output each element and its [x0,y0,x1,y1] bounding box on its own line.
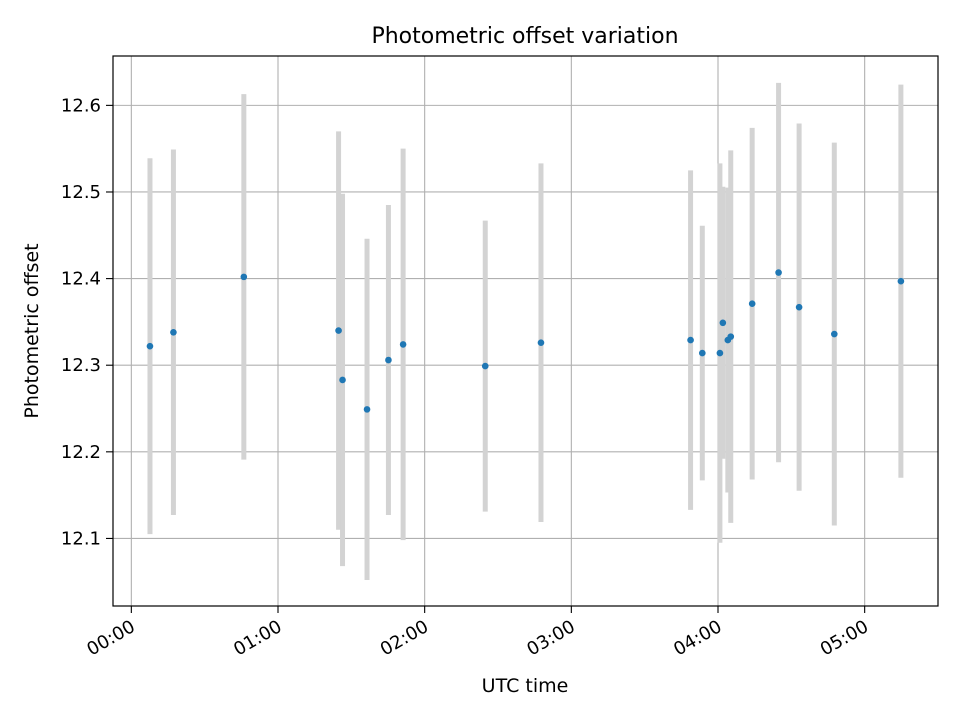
x-axis-label: UTC time [482,675,569,697]
data-point [537,339,545,346]
y-tick-label: 12.1 [61,528,101,549]
data-point [170,328,177,336]
data-point [240,273,248,281]
plot-area [112,55,939,607]
data-point [727,333,735,340]
data-point [687,336,694,344]
data-points [146,269,905,413]
y-tick-label: 12.3 [61,355,101,376]
y-tick-label: 12.6 [61,95,101,116]
data-point [719,319,727,327]
data-point [339,376,346,384]
y-axis-label: Photometric offset [21,243,43,418]
data-point [831,330,838,338]
plot-frame [112,55,939,607]
chart-title: Photometric offset variation [371,24,678,49]
data-point [775,269,782,276]
data-point [146,342,154,350]
data-point [699,349,706,357]
data-point [385,356,392,364]
data-point [748,300,756,308]
data-point [363,406,371,413]
data-point [716,349,724,357]
data-point [335,327,342,334]
y-tick-label: 12.4 [61,269,101,290]
plot-background [113,56,938,606]
y-tick-label: 12.2 [61,442,101,463]
y-tick-label: 12.5 [61,182,101,203]
data-point [795,303,803,311]
y-axis: 12.1 12.2 12.3 12.4 12.5 12.6 [61,95,113,549]
data-point [897,277,905,285]
data-point [481,362,489,370]
data-point [399,341,407,348]
